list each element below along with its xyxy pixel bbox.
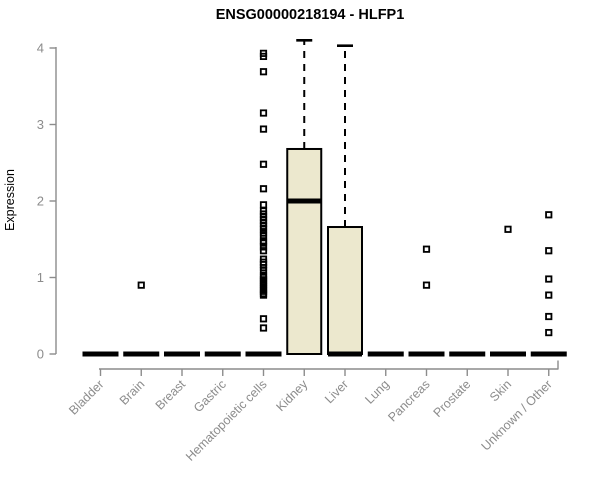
x-tick-label-kidney: Kidney [273,377,310,414]
outlier-point [545,291,553,299]
y-tick-label: 0 [37,347,44,362]
box-kidney [286,147,323,355]
outlier-point [259,201,268,209]
outlier-point [545,211,553,219]
x-tick-label-unknown-other: Unknown / Other [479,377,555,453]
flat-box-prostate [449,351,486,357]
box-liver [327,226,363,355]
flat-box-brain [123,351,160,357]
flat-box-pancreas [408,351,445,357]
outlier-point [137,281,145,289]
flat-box-lung [367,351,404,357]
x-tick-label-bladder: Bladder [66,377,106,417]
flat-box-skin [490,351,526,357]
flat-box-bladder [82,351,119,357]
flat-box-breast [164,351,200,357]
plot-area: 0 1 2 3 4 Bladder Brain Breast GastricHematopoie… [37,39,567,464]
x-tick-label-brain: Brain [117,377,148,408]
y-axis-label: Expression [3,169,17,231]
outlier-point [545,275,553,283]
outlier-point [259,291,268,299]
flat-box-hematopoietic-cells [245,351,282,357]
x-tick-label-liver: Liver [322,377,351,406]
outlier-point [259,243,268,251]
x-tick-label-breast: Breast [153,377,189,413]
y-tick-label: 4 [37,41,44,56]
outlier-point [545,247,553,255]
outlier-point [259,160,268,168]
y-tick-label: 2 [37,194,44,209]
chart-title: ENSG00000218194 - HLFP1 [216,7,405,23]
outlier-point [422,245,431,253]
outlier-point [259,239,268,247]
outlier-point [504,225,512,233]
outlier-point [259,68,268,76]
x-tick-label-hematopoietic-cells: Hematopoietic cells [183,377,270,464]
outlier-point [259,225,268,233]
outlier-point [259,247,268,255]
outlier-point [259,52,268,61]
flat-box-unknown-other [530,351,567,357]
outlier-point [259,185,268,193]
outlier-point [422,281,431,289]
y-tick-label: 1 [37,270,44,285]
x-tick-label-skin: Skin [487,377,514,404]
outlier-point [259,125,268,133]
outlier-point [545,312,553,321]
x-tick-label-prostate: Prostate [431,377,474,420]
outlier-point [545,328,553,337]
x-tick-label-pancreas: Pancreas [385,377,432,424]
x-tick-label-gastric: Gastric [191,377,229,415]
x-tick-label-lung: Lung [362,377,392,407]
outlier-point [259,109,268,117]
flat-box-gastric [204,351,241,357]
outlier-point [259,324,268,332]
y-tick-label: 3 [37,117,44,132]
outlier-point [259,315,268,323]
